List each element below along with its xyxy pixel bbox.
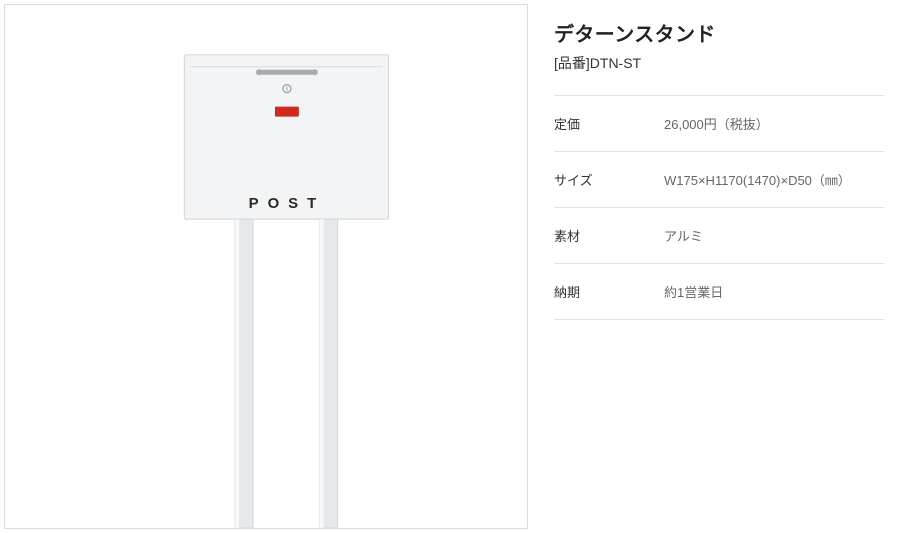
product-illustration: POST [5, 5, 527, 528]
product-image-frame: POST [4, 4, 528, 529]
spec-label: 素材 [554, 226, 664, 245]
model-code: DTN-ST [590, 55, 641, 71]
spec-table: 定価26,000円（税抜）サイズW175×H1170(1470)×D50（㎜）素… [554, 95, 884, 320]
spec-label: サイズ [554, 170, 664, 189]
post-label-text: POST [249, 195, 326, 212]
spec-row: 納期約1営業日 [554, 263, 884, 320]
spec-label: 定価 [554, 114, 664, 133]
spec-value: 26,000円（税抜） [664, 114, 884, 133]
spec-row: 定価26,000円（税抜） [554, 95, 884, 151]
model-prefix: [品番] [554, 55, 590, 71]
spec-label: 納期 [554, 282, 664, 301]
product-details-panel: デターンスタンド [品番]DTN-ST 定価26,000円（税抜）サイズW175… [532, 0, 902, 533]
spec-value: アルミ [664, 226, 884, 245]
product-image-panel: POST [0, 0, 532, 533]
spec-value: 約1営業日 [664, 282, 884, 301]
spec-row: サイズW175×H1170(1470)×D50（㎜） [554, 151, 884, 207]
product-model: [品番]DTN-ST [554, 53, 884, 73]
product-title: デターンスタンド [554, 18, 884, 47]
spec-value: W175×H1170(1470)×D50（㎜） [664, 170, 884, 189]
spec-row: 素材アルミ [554, 207, 884, 263]
